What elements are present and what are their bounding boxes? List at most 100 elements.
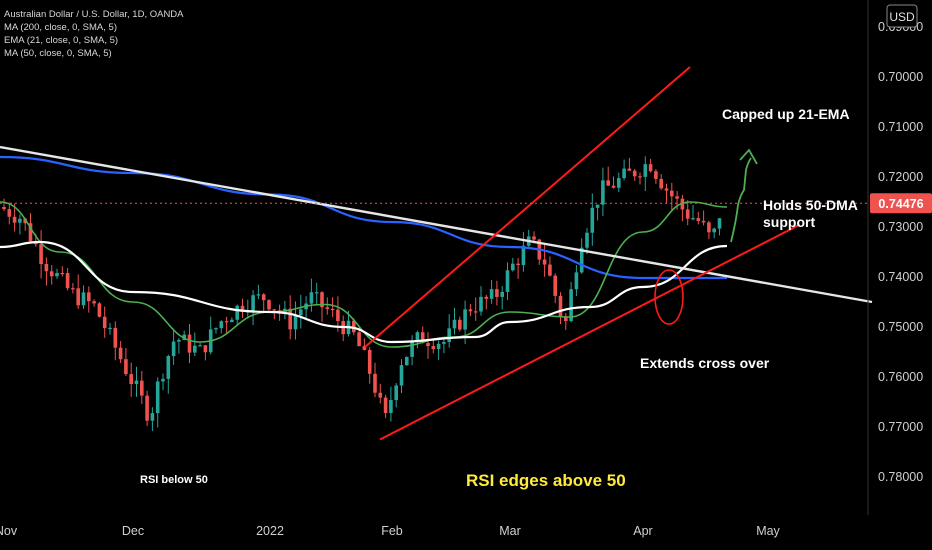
candle-body: [134, 380, 139, 384]
last-price-badge: 0.74476: [870, 193, 932, 214]
legend-ma50[interactable]: MA (50, close, 0, SMA, 5): [4, 48, 112, 59]
candle-body: [701, 220, 706, 223]
candle-body: [336, 309, 340, 322]
candle-body: [389, 400, 393, 413]
candle-body: [320, 292, 324, 308]
currency-label: USD: [889, 10, 915, 24]
price-tick-label: 0.76000: [878, 370, 923, 384]
candle-body: [2, 207, 6, 210]
candlestick-series: [2, 156, 722, 432]
candle-body: [463, 309, 467, 330]
candle-body: [309, 292, 314, 304]
candle-body: [378, 392, 383, 398]
legend-ma200[interactable]: MA (200, close, 0, SMA, 5): [4, 22, 117, 33]
candle-body: [569, 289, 573, 322]
candle-body: [357, 332, 361, 347]
legend-symbol[interactable]: Australian Dollar / U.S. Dollar, 1D, OAN…: [4, 9, 184, 20]
candle-body: [108, 327, 112, 330]
candle-body: [611, 185, 616, 188]
candle-body: [415, 332, 420, 343]
candle-body: [203, 345, 208, 353]
candle-body: [627, 168, 632, 171]
candle-body: [299, 309, 303, 316]
candle-body: [585, 232, 589, 248]
candle-body: [516, 263, 520, 266]
channel-lower-trendline: [379, 223, 801, 441]
candle-body: [28, 223, 33, 242]
candle-body: [71, 288, 75, 290]
candle-body: [145, 395, 149, 421]
time-tick-label: Apr: [633, 524, 652, 538]
candle-body: [447, 328, 451, 342]
price-axis[interactable]: 0.78000 0.77000 0.76000 0.75000 0.74000 0.730…: [867, 0, 923, 515]
candle-body: [685, 209, 690, 219]
candle-body: [622, 168, 626, 179]
candle-body: [442, 341, 446, 344]
candle-body: [330, 308, 335, 311]
candle-body: [87, 292, 91, 302]
annotation-rsi-above: RSI edges above 50: [466, 471, 626, 490]
arrow-head-icon: [739, 148, 758, 165]
candle-body: [150, 413, 155, 421]
candle-body: [436, 343, 441, 350]
price-tick-label: 0.77000: [878, 420, 923, 434]
candle-body: [251, 295, 255, 312]
candle-body: [707, 222, 711, 233]
candle-body: [256, 294, 261, 296]
candle-body: [553, 275, 557, 296]
candle-body: [643, 164, 648, 177]
candle-body: [55, 272, 59, 277]
candle-body: [362, 346, 367, 350]
candle-body: [574, 272, 579, 290]
candle-body: [495, 289, 499, 297]
annotation-capped: Capped up 21-EMA: [722, 106, 850, 122]
candle-body: [606, 180, 610, 186]
candle-body: [171, 341, 176, 357]
candle-body: [659, 178, 663, 189]
annotation-cross: Extends cross over: [640, 355, 770, 371]
price-tick-label: 0.75000: [878, 320, 923, 334]
candle-body: [187, 334, 192, 353]
candle-body: [314, 292, 319, 294]
candle-body: [166, 356, 171, 379]
candle-body: [484, 296, 489, 299]
currency-badge[interactable]: USD: [886, 4, 918, 28]
candle-body: [325, 307, 330, 309]
indicator-legend: Australian Dollar / U.S. Dollar, 1D, OAN…: [4, 8, 184, 60]
candle-body: [161, 378, 165, 382]
up-arrow-icon: [730, 157, 752, 243]
candle-body: [177, 339, 181, 342]
candle-body: [675, 196, 679, 199]
legend-ema21[interactable]: EMA (21, close, 0, SMA, 5): [4, 35, 119, 46]
time-tick-label: Nov: [0, 524, 18, 538]
candle-body: [224, 321, 229, 323]
candle-body: [648, 164, 653, 172]
ma200-line: [0, 155, 727, 280]
candle-body: [65, 273, 70, 289]
time-axis[interactable]: Nov Dec 2022 Feb Mar Apr May: [0, 524, 781, 538]
candle-body: [479, 296, 483, 312]
price-tick-label: 0.73000: [878, 220, 923, 234]
price-tick-label: 0.71000: [878, 120, 923, 134]
candle-body: [595, 204, 600, 208]
candle-body: [267, 300, 271, 310]
candle-body: [219, 321, 224, 329]
candle-body: [261, 294, 266, 301]
candle-body: [394, 385, 398, 401]
candle-body: [458, 319, 462, 330]
candle-body: [420, 332, 425, 344]
candle-body: [118, 347, 123, 360]
candle-body: [288, 308, 292, 330]
time-tick-label: Dec: [122, 524, 144, 538]
candle-body: [712, 228, 716, 233]
candle-body: [18, 218, 22, 223]
candle-body: [405, 356, 409, 366]
candle-body: [399, 365, 404, 386]
candle-body: [579, 247, 584, 273]
candle-body: [81, 292, 86, 306]
candle-body: [129, 374, 133, 384]
annotation-rsi-below: RSI below 50: [140, 474, 208, 486]
candle-body: [670, 190, 674, 197]
